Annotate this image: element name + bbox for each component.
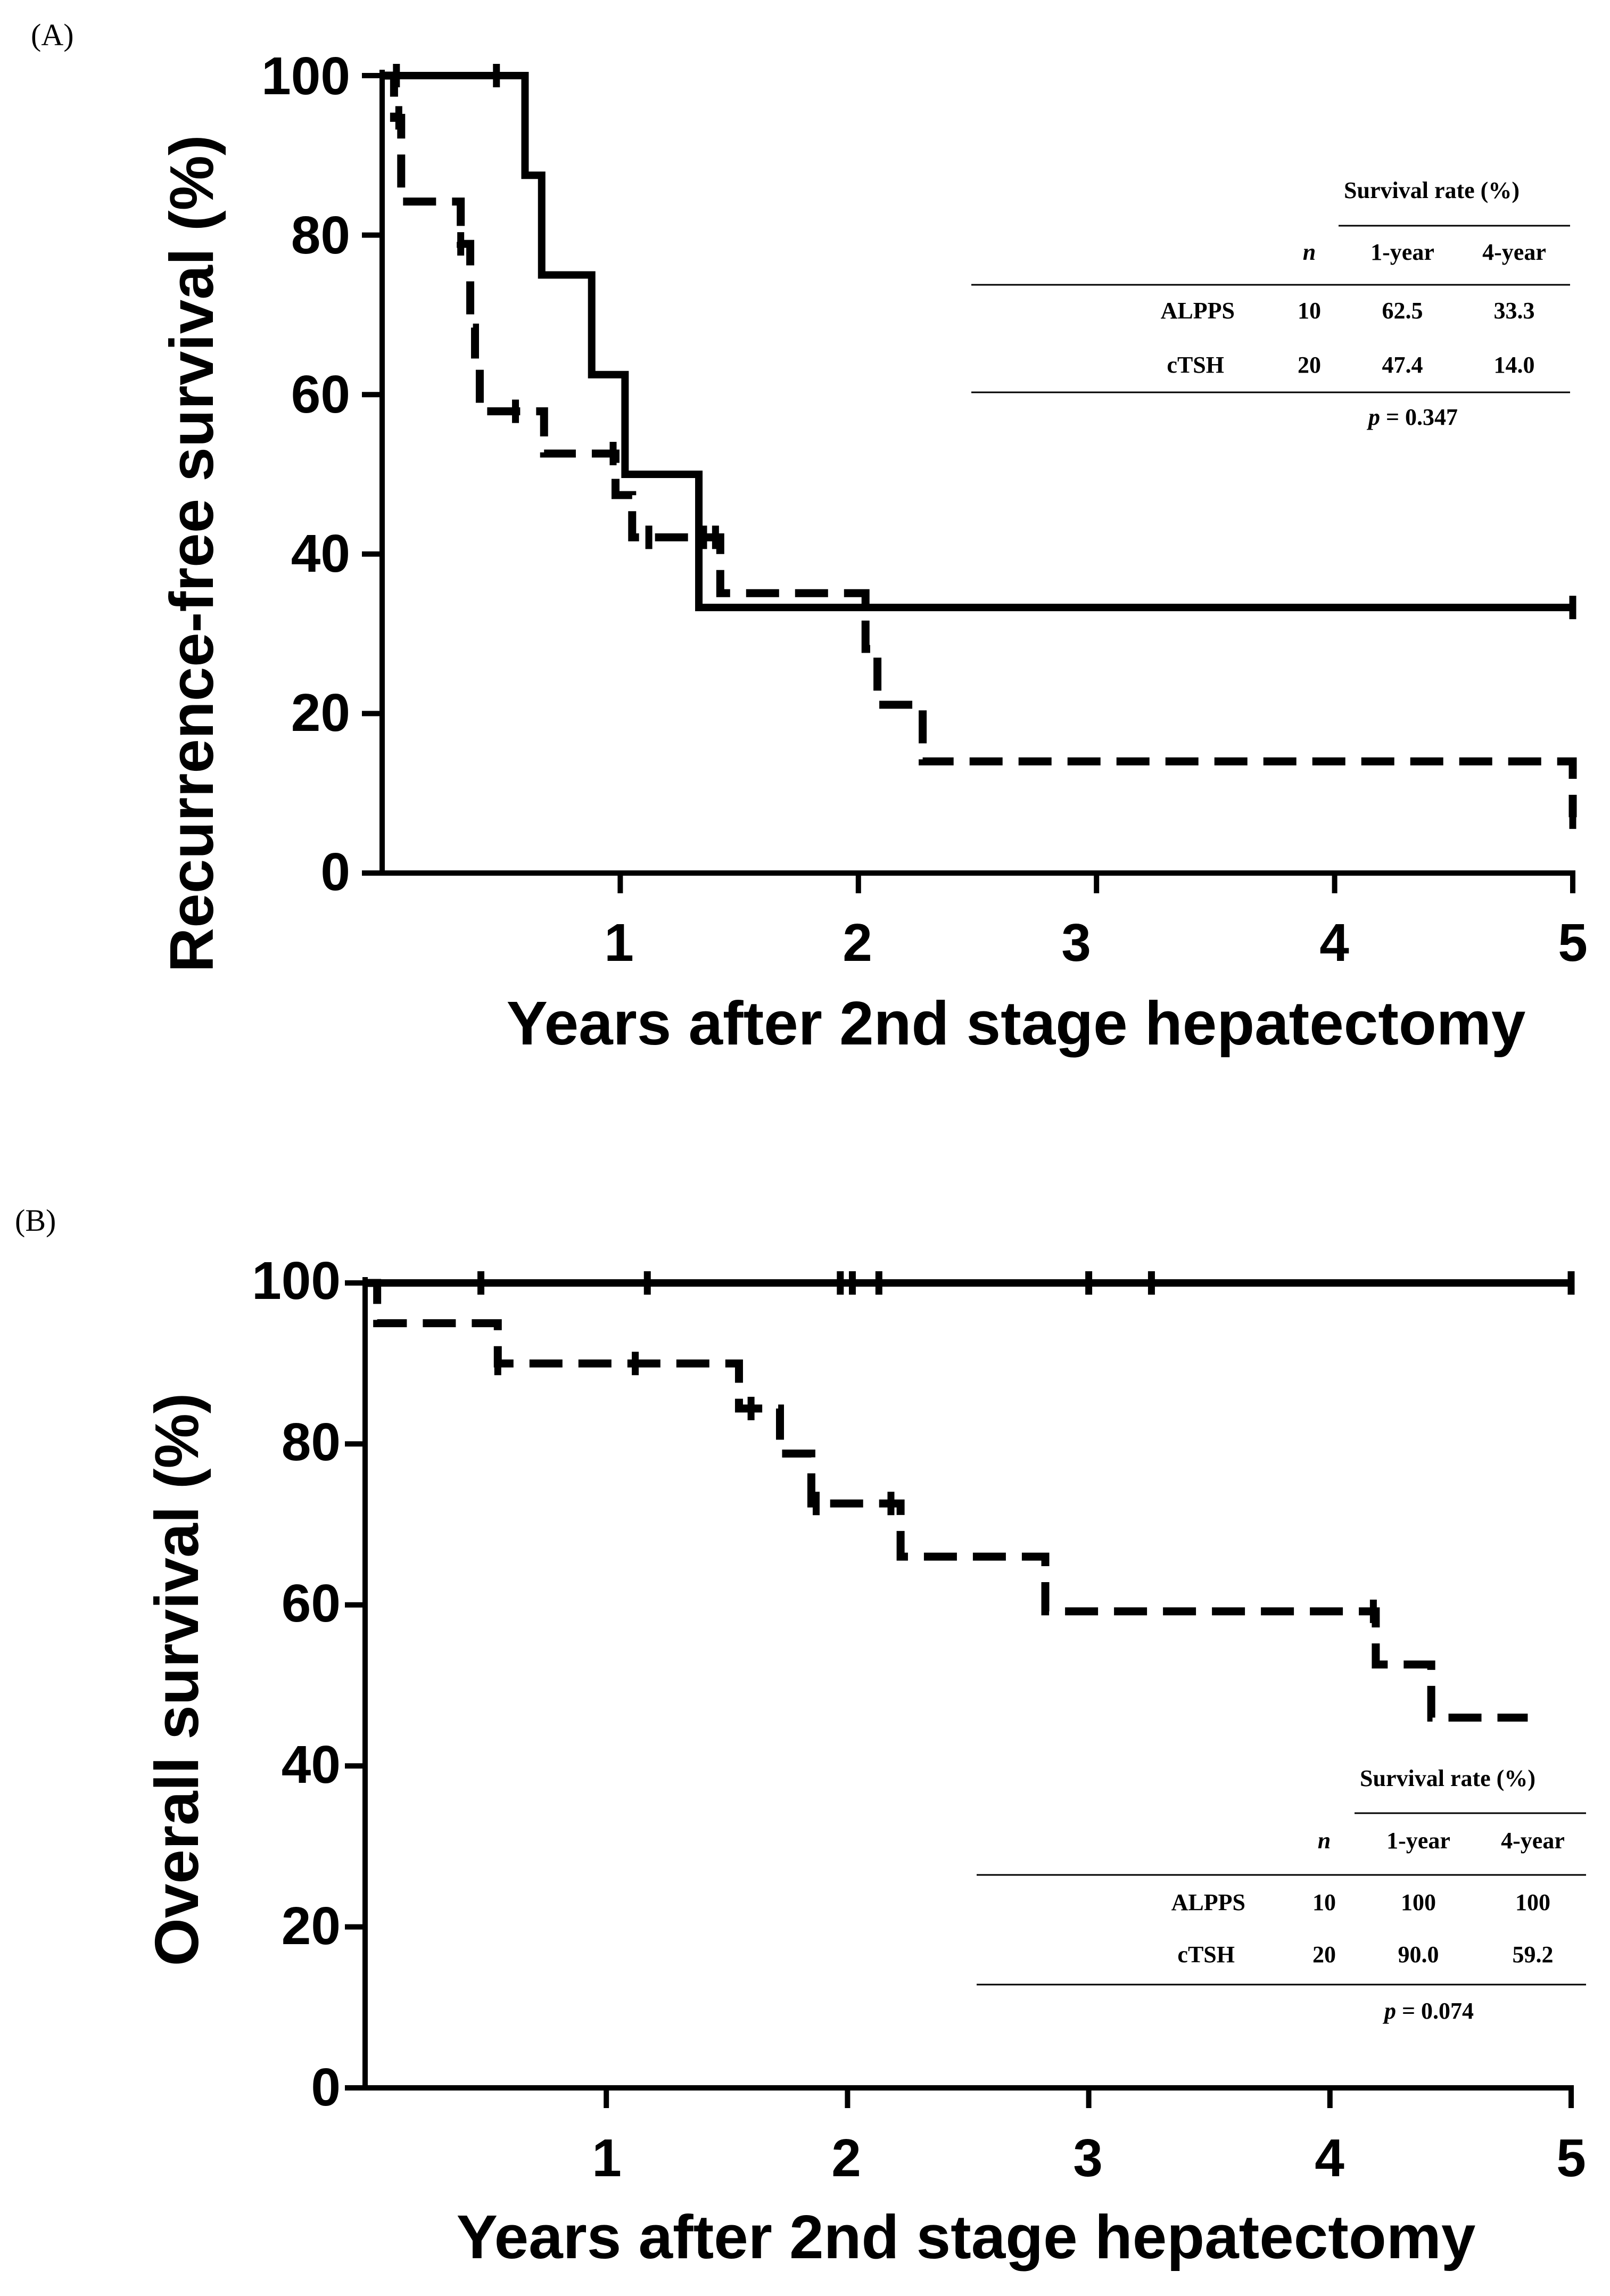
y-tick-label: 40 (291, 524, 350, 583)
y-axis-title: Overall survival (%) (142, 1393, 211, 1966)
x-tick-label: 3 (1073, 2128, 1103, 2188)
table-row-group: ALPPS (1161, 298, 1235, 324)
table-col-1year: 1-year (1386, 1828, 1450, 1854)
y-tick-label: 20 (291, 683, 350, 743)
y-tick-label: 80 (282, 1412, 341, 1472)
table-row-group: ALPPS (1171, 1889, 1245, 1915)
table-row-n: 20 (1298, 352, 1321, 378)
x-tick-label: 4 (1315, 2128, 1344, 2188)
x-tick-label: 2 (831, 2128, 861, 2188)
table-group-header: Survival rate (%) (1360, 1765, 1535, 1791)
panel-label: (A) (31, 18, 74, 52)
p-value-text: p = 0.347 (1366, 404, 1458, 430)
y-tick-label: 0 (320, 842, 350, 902)
table-col-4year: 4-year (1501, 1828, 1565, 1854)
table-col-n: n (1303, 239, 1316, 265)
y-tick-label: 60 (291, 365, 350, 424)
p-value: = 0.074 (1396, 1998, 1474, 2024)
table-row-1year: 90.0 (1398, 1941, 1439, 1968)
table-row-4year: 14.0 (1494, 352, 1535, 378)
table-row-n: 10 (1312, 1889, 1336, 1915)
table-row-1year: 62.5 (1382, 298, 1423, 324)
x-tick-label: 4 (1319, 913, 1349, 973)
x-tick-label: 5 (1556, 2128, 1586, 2188)
x-tick-label: 1 (592, 2128, 622, 2188)
table-row-4year: 100 (1515, 1889, 1550, 1915)
panel-b: (B) Overall survival (%) Years after 2nd… (15, 1203, 1586, 2272)
survival-table: Survival rate (%) n 1-year 4-year ALPPS … (971, 177, 1570, 430)
survival-table: Survival rate (%) n 1-year 4-year ALPPS … (977, 1765, 1586, 2024)
table-row-4year: 33.3 (1494, 298, 1535, 324)
y-tick-label: 0 (311, 2058, 341, 2117)
table-row-n: 20 (1312, 1941, 1336, 1968)
x-tick-label: 2 (843, 913, 872, 973)
table-row-4year: 59.2 (1513, 1941, 1554, 1968)
x-axis-title: Years after 2nd stage hepatectomy (507, 989, 1526, 1058)
panel-label: (B) (15, 1203, 56, 1238)
x-axis-title: Years after 2nd stage hepatectomy (457, 2202, 1476, 2272)
table-row-1year: 47.4 (1382, 352, 1423, 378)
table-row-1year: 100 (1401, 1889, 1436, 1915)
table-col-n: n (1318, 1828, 1331, 1854)
x-tick-label: 5 (1558, 913, 1588, 973)
y-tick-label: 100 (252, 1251, 341, 1311)
table-col-4year: 4-year (1482, 239, 1546, 265)
p-value: = 0.347 (1380, 404, 1458, 430)
p-symbol: p (1366, 404, 1380, 430)
survival-curve-ctsh (365, 1279, 1528, 1722)
y-tick-label: 60 (282, 1574, 341, 1633)
panel-a: (A) Recurrence-free survival (%) Years a… (31, 18, 1588, 1058)
x-tick-label: 1 (604, 913, 634, 973)
table-row-group: cTSH (1167, 352, 1224, 378)
survival-curve-ctsh (382, 71, 1577, 818)
y-axis-title: Recurrence-free survival (%) (157, 135, 226, 972)
y-tick-label: 100 (261, 46, 350, 106)
survival-curve-alpps (382, 72, 1573, 612)
y-tick-label: 80 (291, 205, 350, 265)
table-row-n: 10 (1298, 298, 1321, 324)
x-tick-label: 3 (1061, 913, 1091, 973)
y-tick-label: 40 (282, 1735, 341, 1795)
y-tick-label: 20 (282, 1896, 341, 1956)
table-col-1year: 1-year (1370, 239, 1434, 265)
p-value-text: p = 0.074 (1382, 1998, 1474, 2024)
p-symbol: p (1382, 1998, 1396, 2024)
table-row-group: cTSH (1177, 1941, 1235, 1968)
table-group-header: Survival rate (%) (1344, 177, 1520, 203)
